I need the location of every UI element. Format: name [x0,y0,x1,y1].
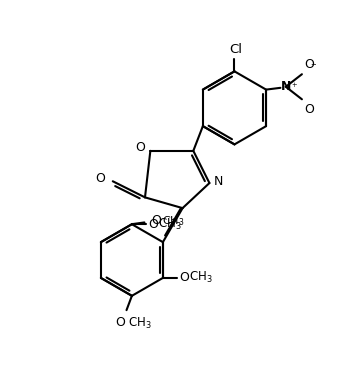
Text: O: O [95,172,105,185]
Text: O: O [151,214,161,227]
Text: Cl: Cl [229,43,242,56]
Text: CH$_3$: CH$_3$ [189,270,213,285]
Text: CH$_3$: CH$_3$ [161,214,184,228]
Text: O: O [148,218,158,231]
Text: CH$_3$: CH$_3$ [128,316,152,331]
Text: N: N [281,80,291,93]
Text: O: O [304,103,314,116]
Text: O: O [304,58,314,71]
Text: O: O [135,141,145,154]
Text: N: N [214,175,223,188]
Text: O: O [115,316,125,328]
Text: O: O [179,271,189,285]
Text: $^+$: $^+$ [290,82,299,92]
Text: CH$_3$: CH$_3$ [158,217,182,232]
Text: $^-$: $^-$ [309,62,318,72]
